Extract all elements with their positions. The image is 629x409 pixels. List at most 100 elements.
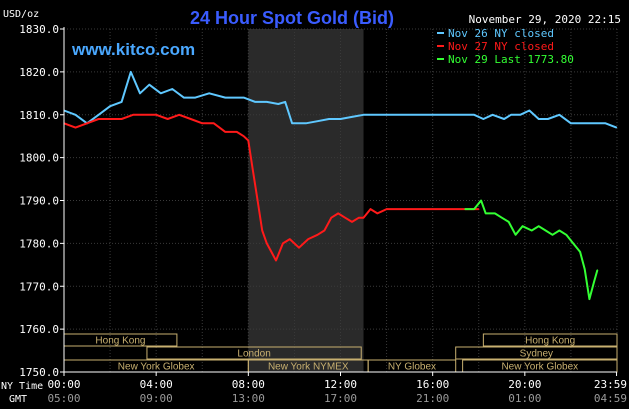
x-tick-label-gmt: 13:00 [232,392,265,405]
data-point [316,234,319,236]
data-point [109,105,111,107]
data-point [97,118,100,120]
y-tick-label: 1790.0 [19,195,59,208]
data-point [515,234,517,236]
data-point [289,238,291,240]
data-point [409,208,411,210]
data-point [243,135,245,137]
x-tick-label-gmt: 21:00 [416,392,449,405]
session-top-label: Hong Kong [95,336,145,347]
data-point [508,221,510,223]
data-point [148,84,150,86]
x-tick-label-ny: 08:00 [232,378,265,391]
data-point [254,101,256,103]
x-tick-label-ny: 20:00 [508,378,541,391]
data-point [358,217,360,219]
data-point [362,217,365,219]
data-point [501,217,503,219]
site-label: www.kitco.com [71,40,195,59]
x-tick-label-gmt: 17:00 [324,392,357,405]
data-point [531,229,533,232]
data-point [558,114,560,116]
data-point [213,122,215,124]
timestamp: November 29, 2020 22:15 [469,13,621,26]
data-point [208,92,210,94]
x-tick-label-ny: 00:00 [47,378,80,391]
data-point [596,269,599,271]
gmt-row-label: GMT [9,394,27,405]
data-point [558,229,560,232]
y-tick-label: 1760.0 [19,323,59,336]
data-point [277,103,279,105]
data-point [432,208,434,210]
data-point [464,208,466,210]
data-point [473,208,475,210]
y-tick-label: 1750.0 [19,366,59,379]
data-point [478,208,480,210]
data-point [432,114,434,116]
data-point [261,229,263,232]
shaded-region [248,29,364,372]
data-point [473,114,475,116]
data-point [538,118,540,120]
data-point [480,199,482,202]
data-point [291,122,293,124]
data-point [190,118,192,120]
session-mid-box [146,346,362,360]
data-point [236,131,238,133]
data-point [547,118,549,120]
data-point [344,217,346,219]
session-bottom-label: New York Globex [501,362,578,373]
data-point [171,88,173,90]
data-point [339,118,342,120]
x-tick-label-ny: 16:00 [416,378,449,391]
x-tick-label-gmt: 01:00 [508,392,541,405]
x-tick-label-ny: 23:59 [594,378,627,391]
data-point [121,101,123,103]
x-tick-label-gmt: 04:59 [594,392,627,405]
data-point [224,97,226,99]
data-point [385,114,388,116]
legend-label: Nov 27 NY closed [448,40,554,53]
x-tick-label-gmt: 05:00 [47,392,80,405]
data-point [194,97,196,99]
x-tick-label-ny: 04:00 [140,378,173,391]
data-point [270,251,272,253]
ny-time-row-label: NY Time [1,381,43,392]
data-point [376,212,378,214]
data-point [593,281,595,283]
data-point [528,109,531,112]
data-point [298,247,300,249]
data-point [455,208,457,210]
session-mid-label: Sydney [520,349,553,360]
data-point [144,114,146,116]
data-point [201,122,203,124]
data-point [266,101,268,103]
session-mid-label: London [237,349,270,360]
session-bottom-label: New York NYMEX [268,362,349,373]
y-tick-label: 1780.0 [19,237,59,250]
data-point [494,212,496,214]
data-point [369,208,372,210]
data-point [581,122,584,124]
data-point [167,118,169,120]
session-mid-box [455,346,618,360]
session-top-box [482,333,618,347]
data-point [565,234,567,236]
chart-title: 24 Hour Spot Gold (Bid) [190,8,394,28]
y-tick-label: 1800.0 [19,152,59,165]
data-point [328,118,330,120]
data-point [409,114,411,116]
data-point [178,114,180,116]
y-tick-label: 1830.0 [19,23,59,36]
data-point [275,259,277,262]
data-point [86,122,88,124]
data-point [337,212,339,214]
data-point [160,92,162,94]
data-point [570,122,572,124]
data-point [243,97,245,99]
data-point [455,114,457,116]
data-point [538,225,540,227]
data-point [551,234,554,236]
